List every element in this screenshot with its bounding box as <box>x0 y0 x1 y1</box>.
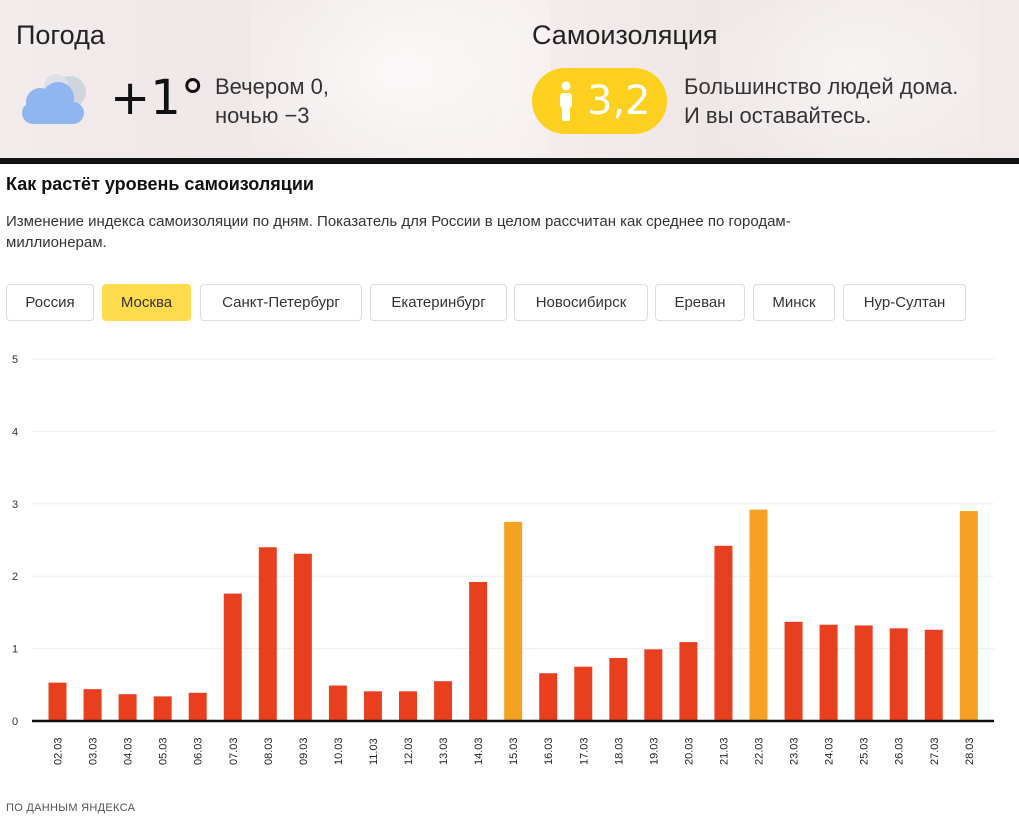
cloud-icon <box>22 74 86 124</box>
bar-13.03 <box>434 681 453 721</box>
section-title: Как растёт уровень самоизоляции <box>6 174 314 194</box>
bar-09.03 <box>293 553 312 721</box>
x-tick-label: 16.03 <box>543 737 555 765</box>
bar-04.03 <box>118 694 137 721</box>
weather-forecast: Вечером 0, ночью −3 <box>215 72 329 130</box>
x-tick-label: 12.03 <box>403 737 415 765</box>
x-tick-label: 05.03 <box>158 737 170 765</box>
tab-novosibirsk[interactable]: Новосибирск <box>514 284 648 321</box>
tab-nur-sultan[interactable]: Нур-Султан <box>843 284 966 321</box>
isolation-title[interactable]: Самоизоляция <box>532 20 718 50</box>
bar-20.03 <box>679 642 698 721</box>
x-tick-label: 14.03 <box>473 737 485 765</box>
x-tick-label: 20.03 <box>683 737 695 765</box>
isolation-bar-chart: 0 1 2 3 4 5 02.03 03.03 04.03 05.03 06.03 07.03 08.0… <box>12 354 994 765</box>
bar-17.03 <box>574 666 593 721</box>
isolation-desc-line1: Большинство людей дома. <box>684 74 959 99</box>
bar-07.03 <box>223 593 242 721</box>
x-tick-label: 10.03 <box>333 737 345 765</box>
tab-moscow[interactable]: Москва <box>102 284 191 321</box>
x-tick-label: 03.03 <box>88 737 100 765</box>
x-tick-label: 18.03 <box>613 737 625 765</box>
bar-22.03 <box>749 509 768 721</box>
y-tick-label: 2 <box>12 571 18 583</box>
bar-03.03 <box>83 689 102 721</box>
bar-28.03 <box>959 511 978 721</box>
weather-evening: Вечером 0, <box>215 74 329 99</box>
y-tick-label: 1 <box>12 644 18 656</box>
x-tick-label: 27.03 <box>929 737 941 765</box>
bar-05.03 <box>153 696 172 721</box>
source-note: ПО ДАННЫМ ЯНДЕКСА <box>6 802 136 814</box>
x-tick-label: 17.03 <box>578 737 590 765</box>
bar-10.03 <box>328 685 347 721</box>
isolation-value: 3,2 <box>587 78 651 124</box>
y-tick-label: 5 <box>12 354 18 366</box>
bar-14.03 <box>469 581 488 721</box>
bar-06.03 <box>188 692 207 721</box>
x-tick-label: 26.03 <box>894 737 906 765</box>
x-tick-label: 08.03 <box>263 737 275 765</box>
x-tick-label: 23.03 <box>789 737 801 765</box>
tab-saint-petersburg[interactable]: Санкт-Петербург <box>200 284 362 321</box>
bar-12.03 <box>399 691 417 721</box>
y-tick-label: 3 <box>12 499 18 511</box>
x-tick-label: 07.03 <box>228 737 240 765</box>
divider <box>0 158 1019 164</box>
x-tick-label: 13.03 <box>438 737 450 765</box>
bar-24.03 <box>819 624 838 721</box>
bar-16.03 <box>539 673 558 721</box>
bar-21.03 <box>714 545 733 721</box>
x-tick-label: 06.03 <box>193 737 205 765</box>
weather-title[interactable]: Погода <box>16 20 105 50</box>
bar-11.03 <box>363 691 382 721</box>
bar-02.03 <box>48 682 67 721</box>
section-description: Изменение индекса самоизоляции по дням. … <box>6 213 791 251</box>
tab-yerevan[interactable]: Ереван <box>655 284 745 321</box>
y-tick-label: 4 <box>12 426 18 438</box>
isolation-description: Большинство людей дома. И вы оставайтесь… <box>684 72 958 130</box>
tab-russia[interactable]: Россия <box>6 284 94 321</box>
x-tick-label: 25.03 <box>859 737 871 765</box>
bar-08.03 <box>258 547 277 721</box>
bar-19.03 <box>644 649 663 721</box>
bar-15.03 <box>504 521 523 721</box>
x-tick-label: 09.03 <box>298 737 310 765</box>
x-tick-label: 04.03 <box>123 737 135 765</box>
tab-yekaterinburg[interactable]: Екатеринбург <box>370 284 507 321</box>
top-banner: Погода +1° Вечером 0, ночью −3 Самоизоля… <box>0 0 1019 158</box>
x-tick-label: 24.03 <box>824 737 836 765</box>
bar-27.03 <box>924 629 943 721</box>
isolation-desc-line2: И вы оставайтесь. <box>684 103 872 128</box>
x-tick-label: 02.03 <box>53 737 65 765</box>
bar-26.03 <box>889 628 908 721</box>
tab-minsk[interactable]: Минск <box>753 284 835 321</box>
x-tick-label: 15.03 <box>508 737 520 765</box>
x-tick-label: 21.03 <box>718 737 730 765</box>
bar-23.03 <box>784 621 803 721</box>
x-tick-label: 11.03 <box>368 738 380 765</box>
banner-glow <box>720 0 980 158</box>
y-tick-label: 0 <box>12 716 18 728</box>
bar-18.03 <box>609 658 628 721</box>
isolation-badge[interactable]: 3,2 <box>532 68 667 134</box>
x-tick-label: 19.03 <box>648 737 660 765</box>
weather-night: ночью −3 <box>215 103 310 128</box>
person-icon <box>560 81 572 121</box>
bar-25.03 <box>854 625 873 721</box>
x-tick-label: 28.03 <box>964 737 976 765</box>
x-tick-label: 22.03 <box>754 737 766 765</box>
banner-glow <box>250 0 550 158</box>
temperature: +1° <box>110 70 205 126</box>
